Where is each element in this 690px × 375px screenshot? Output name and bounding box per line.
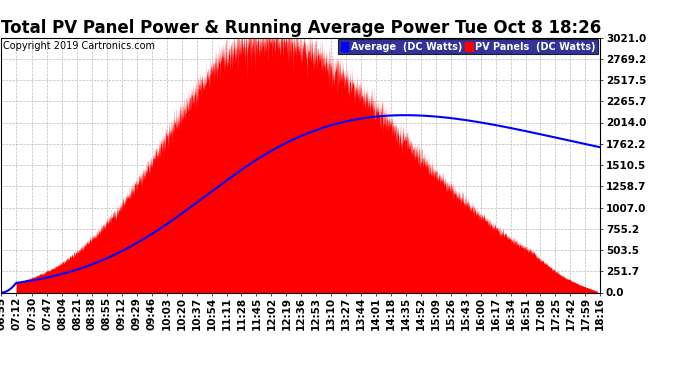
Title: Total PV Panel Power & Running Average Power Tue Oct 8 18:26: Total PV Panel Power & Running Average P… xyxy=(1,20,601,38)
Text: Copyright 2019 Cartronics.com: Copyright 2019 Cartronics.com xyxy=(3,41,155,51)
Legend: Average  (DC Watts), PV Panels  (DC Watts): Average (DC Watts), PV Panels (DC Watts) xyxy=(338,39,598,54)
